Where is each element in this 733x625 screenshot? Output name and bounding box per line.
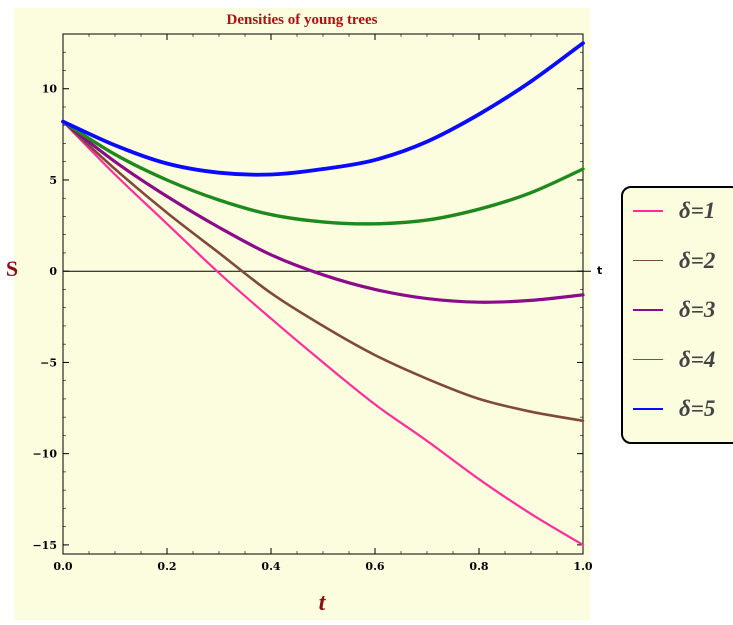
legend-swatch	[633, 210, 663, 212]
series-line-4	[61, 119, 585, 226]
y-tick-label: −15	[32, 539, 57, 552]
legend-swatch	[633, 309, 663, 311]
legend-swatch	[633, 358, 663, 361]
ticks-layer: 0.0 0.2 0.4 0.6 0.8 1.0 −15 −10 −5 0 5 10	[32, 34, 593, 573]
series-line-5	[61, 41, 585, 177]
series-line-2	[61, 120, 585, 423]
legend-label: δ=4	[679, 346, 716, 372]
legend-item: δ=5	[623, 390, 733, 430]
y-tick-label: 10	[42, 83, 58, 96]
legend-swatch	[633, 408, 663, 410]
x-axis-label: t	[319, 590, 327, 616]
x-tick-label: 0.2	[157, 560, 176, 573]
legend-item: δ=1	[623, 192, 733, 232]
x-tick-label: 1.0	[573, 560, 592, 573]
series-line-3	[61, 120, 585, 304]
series-line-1	[61, 120, 585, 546]
y-axis-label: S	[6, 256, 18, 281]
series-layer	[61, 41, 585, 546]
x-tick-label: 0.6	[365, 560, 384, 573]
legend-item: δ=4	[623, 341, 733, 381]
y-tick-label: 0	[49, 265, 57, 278]
chart-title: Densities of young trees	[227, 12, 378, 28]
legend-swatch	[633, 259, 663, 262]
legend-item: δ=3	[623, 291, 733, 331]
legend-item: δ=2	[623, 242, 733, 282]
y-tick-label: −5	[40, 356, 57, 369]
y-tick-label: −10	[32, 448, 57, 461]
legend-label: δ=5	[679, 396, 716, 421]
x-tick-label: 0.0	[53, 560, 72, 573]
legend-label: δ=3	[679, 297, 716, 322]
legend-label: δ=1	[679, 198, 716, 223]
x-tick-label: 0.4	[261, 560, 280, 573]
legend-label: δ=2	[679, 247, 716, 273]
x-tick-label: 0.8	[469, 560, 488, 573]
x-axis-end-label: t	[597, 264, 602, 277]
legend: δ=1 δ=2 δ=3 δ=4 δ=5	[621, 186, 733, 444]
y-tick-label: 5	[49, 174, 57, 187]
